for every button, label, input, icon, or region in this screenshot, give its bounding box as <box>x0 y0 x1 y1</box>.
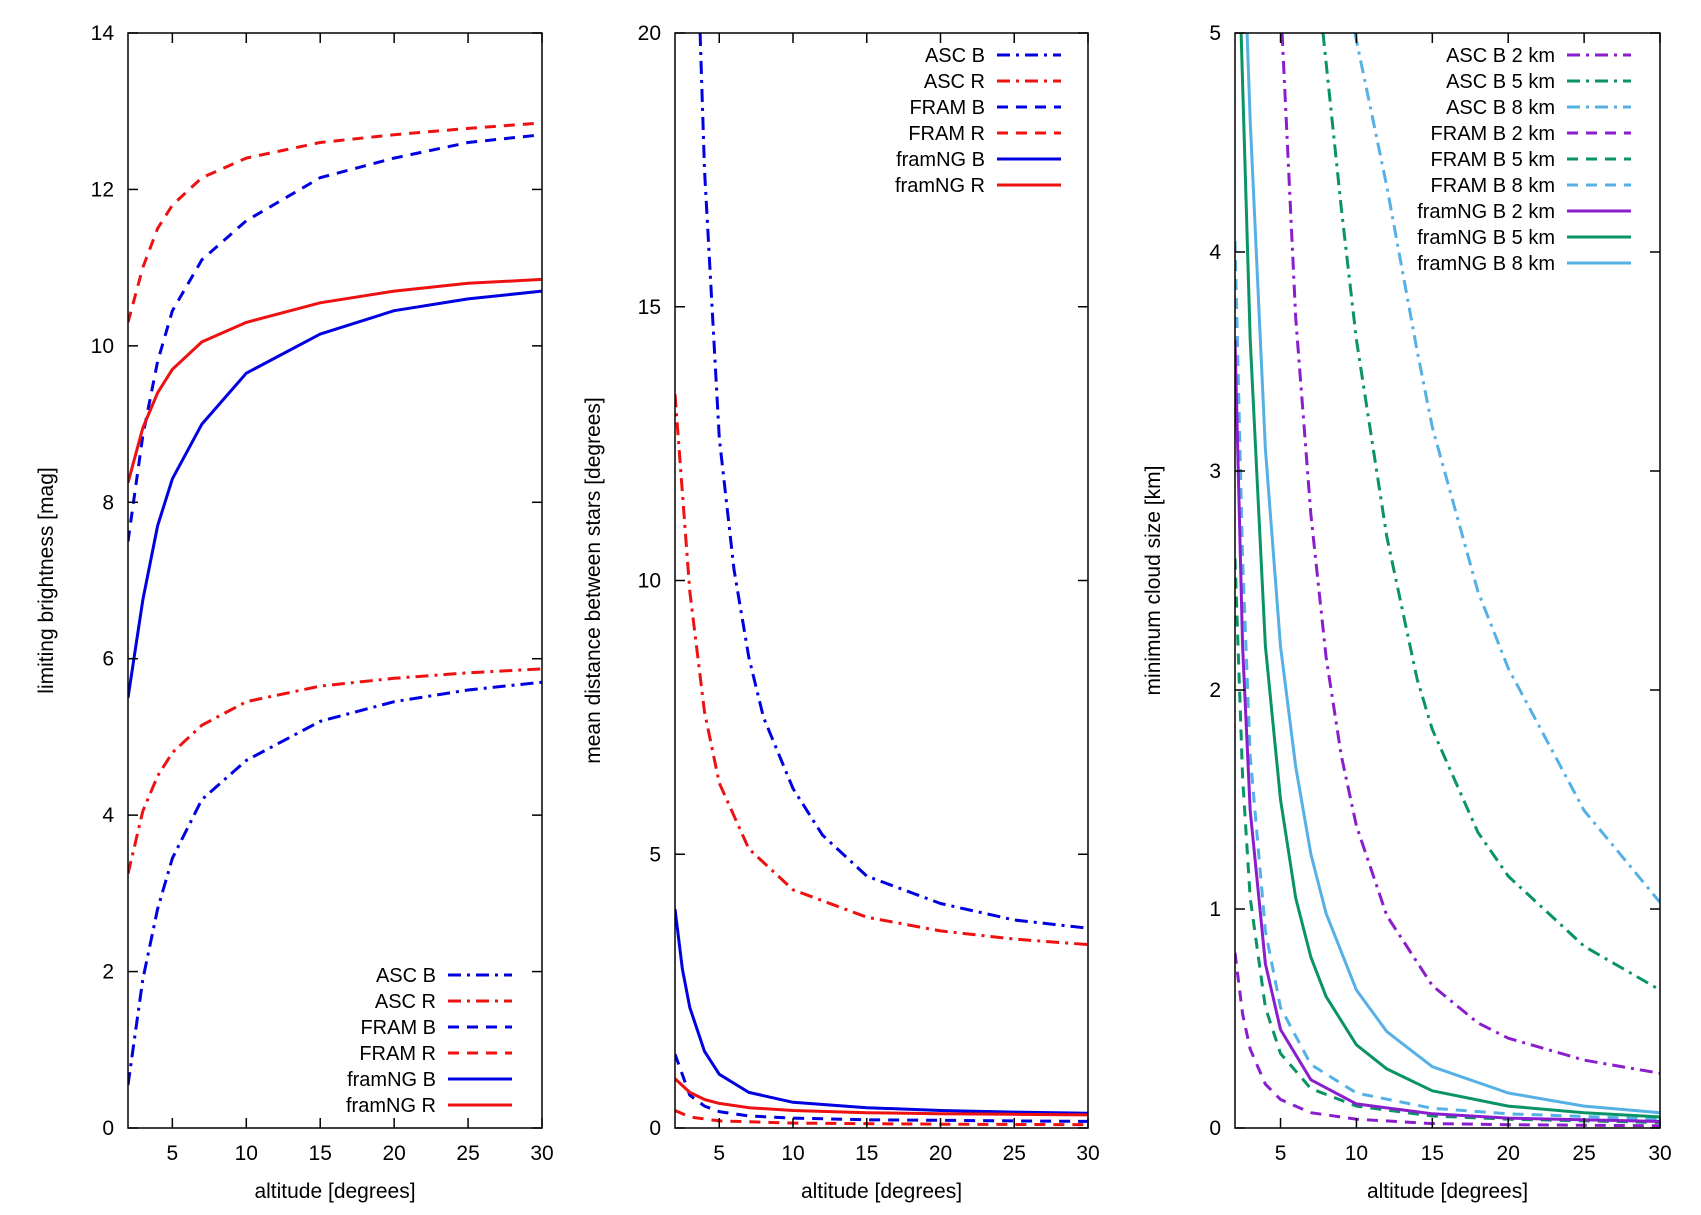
x-tick-label: 25 <box>456 1142 479 1165</box>
legend-label: framNG B <box>896 149 985 171</box>
series-line-asc-b <box>128 680 542 1086</box>
y-tick-label: 12 <box>91 178 114 201</box>
x-tick-label: 15 <box>855 1142 878 1165</box>
x-tick-label: 5 <box>713 1142 725 1165</box>
y-tick-label: 4 <box>1209 241 1221 264</box>
series-line-asc-r <box>128 667 542 875</box>
legend-label: FRAM B 2 km <box>1431 123 1555 145</box>
plot-area <box>675 33 1088 1127</box>
x-axis-label: altitude [degrees] <box>801 1180 962 1203</box>
x-tick-label: 20 <box>382 1142 405 1165</box>
legend-label: ASC B 8 km <box>1446 97 1555 119</box>
y-tick-label: 10 <box>91 335 114 358</box>
y-axis-label: mean distance between stars [degrees] <box>582 397 605 764</box>
series-line-fram-b-8-km <box>1235 241 1660 1121</box>
x-tick-label: 20 <box>1497 1142 1520 1165</box>
series-line-fram-r <box>128 121 542 323</box>
y-tick-label: 2 <box>102 961 114 984</box>
legend-label: ASC B 5 km <box>1446 71 1555 93</box>
axes-frame <box>127 32 543 1129</box>
series-line-asc-b <box>698 33 1088 930</box>
legend-label: ASC B <box>925 45 985 67</box>
legend-label: FRAM B <box>360 1017 436 1039</box>
x-tick-label: 15 <box>309 1142 332 1165</box>
x-axis-label: altitude [degrees] <box>254 1180 415 1203</box>
legend-label: framNG R <box>346 1095 436 1117</box>
y-tick-label: 3 <box>1209 460 1221 483</box>
plot-area <box>1235 33 1660 1128</box>
series-line-framng-r <box>128 277 542 484</box>
y-tick-label: 5 <box>1209 22 1221 45</box>
series-line-framng-b-5-km <box>1239 33 1660 1119</box>
y-tick-label: 15 <box>638 296 661 319</box>
series-line-asc-r <box>675 394 1088 947</box>
x-tick-label: 30 <box>1076 1142 1099 1165</box>
legend: ASC B ASC R FRAM B FRAM R framNG B framNG R <box>895 45 1061 197</box>
legend-label: framNG B 8 km <box>1417 253 1555 275</box>
x-tick-label: 25 <box>1003 1142 1026 1165</box>
legend-label: ASC B <box>376 965 436 987</box>
legend-label: ASC B 2 km <box>1446 45 1555 67</box>
series-line-framng-b-2-km <box>1235 339 1660 1123</box>
y-tick-label: 4 <box>102 804 114 827</box>
legend-label: framNG B <box>347 1069 436 1091</box>
x-tick-label: 5 <box>167 1142 179 1165</box>
x-tick-label: 30 <box>1648 1142 1671 1165</box>
series-line-asc-b-8-km <box>1353 33 1660 904</box>
y-tick-label: 10 <box>638 570 661 593</box>
axes-frame <box>674 32 1089 1129</box>
legend-label: ASC R <box>924 71 985 93</box>
legend-label: FRAM R <box>908 123 985 145</box>
x-tick-label: 25 <box>1572 1142 1595 1165</box>
y-axis-label: minimum cloud size [km] <box>1142 466 1165 696</box>
series-line-fram-r <box>675 1109 1088 1127</box>
y-tick-label: 1 <box>1209 898 1221 921</box>
x-axis-label: altitude [degrees] <box>1367 1180 1528 1203</box>
x-tick-label: 20 <box>929 1142 952 1165</box>
x-tick-label: 10 <box>781 1142 804 1165</box>
legend-label: ASC R <box>375 991 436 1013</box>
series-line-framng-b-8-km <box>1245 33 1660 1115</box>
plot-area <box>128 121 542 1086</box>
x-tick-label: 5 <box>1275 1142 1287 1165</box>
legend-label: FRAM B <box>909 97 985 119</box>
legend-label: FRAM B 8 km <box>1431 175 1555 197</box>
x-tick-label: 10 <box>235 1142 258 1165</box>
y-tick-label: 0 <box>1209 1117 1221 1140</box>
y-tick-label: 14 <box>91 22 115 45</box>
y-tick-label: 0 <box>102 1117 114 1140</box>
legend: ASC B ASC R FRAM B FRAM R framNG B framNG R <box>346 965 512 1117</box>
legend-label: FRAM R <box>359 1043 436 1065</box>
y-tick-label: 6 <box>102 648 114 671</box>
y-tick-label: 5 <box>649 843 661 866</box>
axes-frame <box>1234 32 1661 1129</box>
y-tick-label: 8 <box>102 491 114 514</box>
y-tick-label: 2 <box>1209 679 1221 702</box>
x-tick-label: 15 <box>1421 1142 1444 1165</box>
y-tick-label: 0 <box>649 1117 661 1140</box>
legend-label: framNG R <box>895 175 985 197</box>
chart-panel-limiting-brightness: 5 10 15 20 25 30 0 2 4 6 8 10 12 14 altitude [degrees]… <box>35 22 554 1203</box>
series-line-framng-r <box>675 1077 1088 1117</box>
legend-label: framNG B 5 km <box>1417 227 1555 249</box>
chart-panel-minimum-cloud-size: 5 10 15 20 25 30 0 1 2 3 4 5 altitude [degrees] minim… <box>1142 22 1672 1203</box>
y-tick-label: 20 <box>638 22 661 45</box>
series-line-framng-b <box>128 289 542 699</box>
series-line-framng-b <box>675 908 1088 1115</box>
legend-label: framNG B 2 km <box>1417 201 1555 223</box>
x-tick-label: 10 <box>1345 1142 1368 1165</box>
y-axis-label: limiting brightness [mag] <box>35 467 58 693</box>
x-tick-label: 30 <box>530 1142 553 1165</box>
series-line-fram-b-2-km <box>1235 952 1660 1128</box>
series-line-asc-b-2-km <box>1280 33 1660 1075</box>
series-line-fram-b-5-km <box>1235 558 1660 1124</box>
legend: ASC B 2 km ASC B 5 km ASC B 8 km FRAM B 2 k… <box>1417 45 1631 275</box>
legend-label: FRAM B 5 km <box>1431 149 1555 171</box>
chart-panel-mean-distance: 5 10 15 20 25 30 0 5 10 15 20 altitude [degrees] mea… <box>582 22 1100 1203</box>
series-line-fram-b <box>128 133 542 542</box>
series-line-asc-b-5-km <box>1321 33 1660 992</box>
